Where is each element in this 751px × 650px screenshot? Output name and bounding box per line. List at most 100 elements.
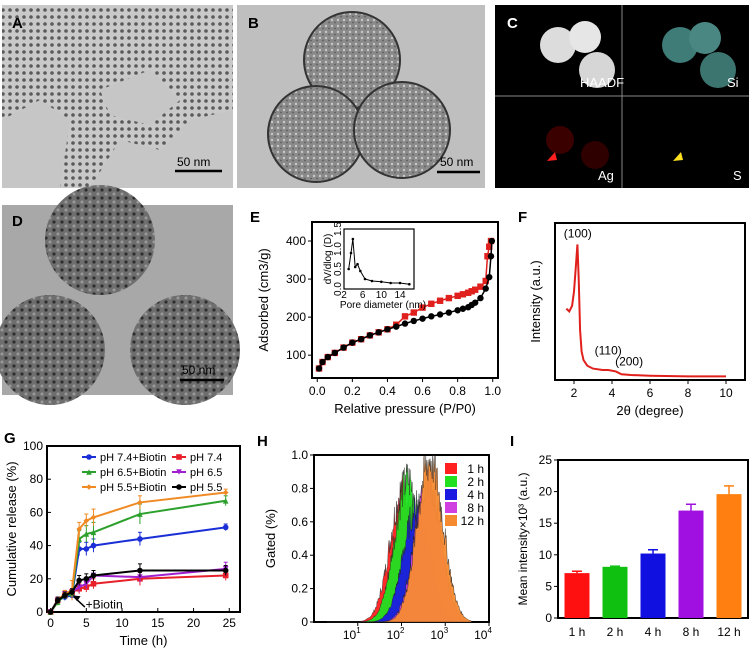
legend-item: pH 5.5+Biotin (82, 482, 166, 494)
data-point (90, 572, 97, 579)
y-tick-label: 5 (545, 579, 552, 593)
data-point (357, 335, 365, 343)
x-axis-label: Time (h) (120, 633, 168, 648)
inset-y-tick-label: 0.5 (333, 262, 344, 276)
y-tick-label: 20 (539, 485, 553, 499)
data-point (222, 567, 229, 574)
y-tick-label: 25 (539, 453, 553, 467)
y-tick-label: 0 (545, 611, 552, 625)
series-ph-5-5 (47, 563, 229, 615)
arrow-head-icon (72, 595, 81, 602)
inset-point (389, 281, 392, 285)
x-tick-label: 1.0 (484, 384, 501, 398)
data-point (428, 300, 435, 308)
x-tick-label: 102 (387, 626, 405, 642)
x-tick-label: 20 (187, 616, 201, 630)
panel-b-micrograph: 50 nm B (237, 5, 485, 188)
plot-frame-e (311, 221, 499, 379)
peak-annotation: (200) (615, 355, 643, 369)
x-tick-label: 6 (647, 386, 654, 400)
map-label-ag: Ag (598, 168, 614, 183)
y-tick-label: 200 (286, 310, 306, 324)
peak-annotation: (110) (595, 343, 622, 357)
legend-label: pH 7.4 (190, 452, 222, 464)
data-point (445, 309, 453, 316)
legend-item: pH 6.5 (172, 467, 222, 479)
data-point (319, 358, 326, 366)
y-tick-label: 10 (539, 548, 553, 562)
data-point (410, 317, 417, 325)
y-tick-label: 300 (286, 272, 306, 286)
y-tick-label: 60 (30, 505, 44, 519)
y-tick-label: 15 (539, 516, 553, 530)
inset-y-tick-label: 1.0 (333, 242, 344, 256)
inset-y-tick-label: 0.0 (333, 282, 344, 296)
data-point (401, 313, 409, 320)
scale-bar-label: 50 nm (440, 155, 473, 169)
inset-line (348, 238, 410, 285)
inset-point (351, 237, 355, 241)
y-tick-label: 40 (30, 539, 44, 553)
xrd-curve (565, 244, 726, 378)
legend-label: 12 h (461, 514, 484, 528)
data-point (83, 546, 90, 552)
scale-bar-label: 50 nm (182, 363, 215, 377)
data-point (445, 294, 453, 302)
data-point (54, 597, 61, 604)
series-line (49, 491, 226, 613)
legend-label: 4 h (467, 488, 484, 502)
inset-point (349, 251, 353, 255)
data-point (486, 273, 493, 281)
peak-annotation: (100) (564, 226, 592, 240)
biotin-annotation: +Biotin (86, 598, 123, 612)
data-point (419, 304, 426, 311)
data-point (83, 576, 90, 582)
inset-point (370, 279, 374, 283)
data-point (419, 315, 426, 322)
x-tick-label: 10 (719, 386, 733, 400)
panel-label: G (4, 430, 16, 447)
data-point (62, 592, 68, 599)
panel-label: E (250, 209, 260, 226)
y-tick-label: 0 (36, 605, 43, 619)
inset-x-tick-label: 14 (394, 290, 406, 301)
inset-point (408, 282, 411, 286)
inset-x-label: Pore diameter (nm) (340, 300, 426, 311)
panel-label: C (507, 15, 518, 32)
x-tick-label: 25 (223, 616, 237, 630)
data-point (482, 277, 489, 285)
legend-label: 2 h (467, 475, 484, 489)
y-tick-label: 0 (301, 615, 308, 629)
data-point (47, 609, 54, 615)
data-point (83, 531, 90, 537)
panel-label: A (12, 15, 23, 32)
legend-swatch (445, 489, 457, 500)
panel-label: I (510, 433, 514, 450)
legend-item: pH 5.5 (172, 482, 222, 494)
scale-bar-label: 50 nm (177, 155, 210, 169)
data-point (90, 580, 97, 587)
inset-x-tick-label: 6 (360, 290, 366, 301)
x-tick-label: 0.8 (449, 384, 466, 398)
series-1 (315, 237, 496, 372)
map-label-s: S (733, 168, 742, 183)
data-point (393, 323, 400, 330)
inset-point (353, 265, 357, 269)
data-point (484, 253, 491, 260)
data-point (464, 289, 472, 296)
legend-swatch (445, 515, 457, 526)
legend-swatch (445, 502, 457, 513)
y-axis-label: dV/dlog (D) (323, 234, 334, 285)
data-point (459, 305, 467, 312)
data-point (349, 339, 356, 346)
data-point (90, 542, 97, 549)
x-tick-label: 0.6 (414, 384, 431, 398)
data-point (331, 349, 339, 357)
data-point (176, 469, 182, 475)
inset-point (363, 277, 367, 281)
x-tick-label: 104 (474, 626, 492, 642)
bar-2h (602, 566, 628, 618)
data-point (468, 288, 475, 295)
data-point (454, 307, 461, 314)
